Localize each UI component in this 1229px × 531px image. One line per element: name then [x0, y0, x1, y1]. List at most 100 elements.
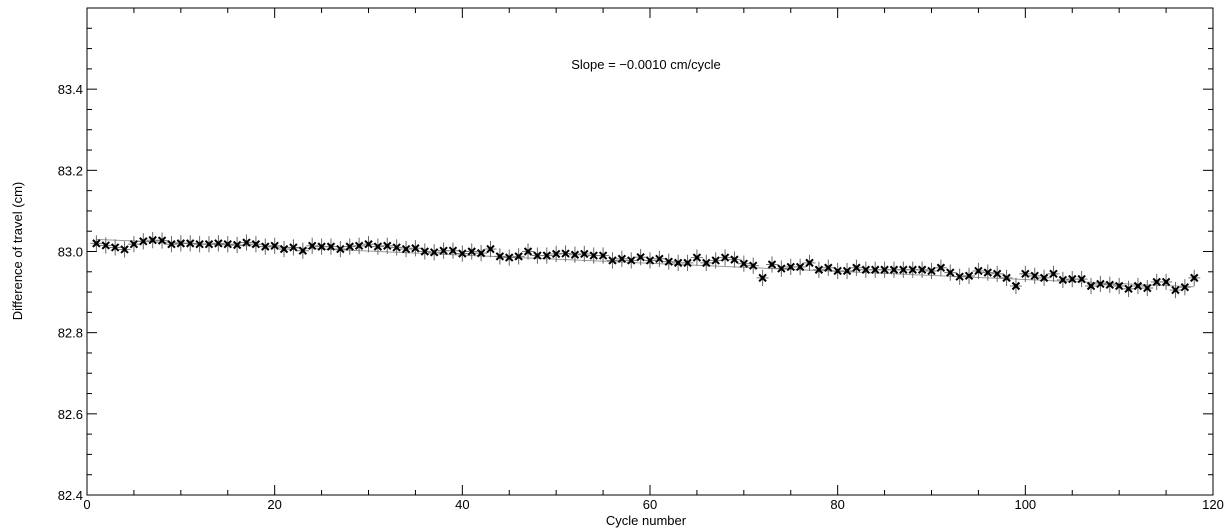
point-center [601, 253, 605, 258]
point-center [882, 267, 887, 272]
data-point [484, 240, 497, 258]
data-point [981, 264, 994, 281]
point-center [1126, 287, 1131, 291]
data-point [1038, 269, 1051, 286]
data-point [512, 248, 525, 265]
data-point [540, 247, 553, 264]
point-center [920, 267, 924, 272]
data-point [1056, 271, 1069, 289]
slope-annotation: Slope = −0.0010 cm/cycle [571, 57, 721, 72]
data-point [1094, 275, 1107, 293]
data-point [1019, 265, 1032, 282]
point-center [507, 255, 512, 260]
data-point [719, 249, 732, 266]
data-point [615, 250, 628, 267]
data-point [578, 245, 591, 263]
point-center [1023, 272, 1028, 276]
data-point [249, 236, 262, 253]
point-center [319, 244, 324, 249]
data-point [296, 242, 309, 259]
point-center [122, 247, 127, 252]
data-point [446, 242, 459, 259]
point-center [591, 253, 596, 258]
point-center [873, 267, 877, 272]
data-point [765, 256, 778, 273]
data-point [1075, 270, 1088, 288]
point-center [760, 276, 765, 280]
data-point [784, 258, 797, 276]
y-tick-label: 83.4 [58, 82, 83, 97]
x-tick-label: 0 [83, 497, 90, 512]
point-center [94, 241, 99, 246]
point-center [695, 255, 699, 260]
data-point [1047, 265, 1060, 282]
point-center [404, 247, 408, 251]
data-point [850, 259, 863, 276]
data-point [934, 259, 947, 276]
point-center [1042, 276, 1046, 280]
data-point [503, 249, 516, 266]
point-center [150, 238, 155, 242]
data-point [212, 235, 225, 252]
data-point [231, 236, 244, 254]
data-point [221, 236, 234, 253]
x-tick-label: 60 [643, 497, 657, 512]
point-center [798, 265, 802, 269]
point-center [451, 248, 455, 253]
point-center [864, 267, 868, 272]
x-tick-label: 80 [830, 497, 844, 512]
data-point [906, 261, 919, 278]
data-point [240, 234, 253, 251]
point-center [225, 242, 230, 246]
data-point [1122, 280, 1135, 297]
point-center [423, 249, 427, 254]
point-center [948, 270, 953, 275]
data-point [1113, 277, 1126, 295]
point-center [610, 258, 615, 263]
y-tick-label: 82.8 [58, 326, 83, 341]
data-point [1131, 277, 1144, 295]
data-point [597, 247, 610, 264]
point-center [826, 265, 831, 270]
data-point [409, 240, 422, 257]
point-center [976, 269, 981, 273]
point-center [1183, 285, 1187, 290]
point-center [939, 265, 943, 270]
point-center [357, 244, 361, 248]
point-center [1079, 277, 1084, 281]
point-center [244, 240, 249, 245]
point-center [845, 269, 849, 273]
data-point [681, 254, 694, 271]
point-center [526, 249, 530, 254]
point-center [179, 241, 183, 246]
data-point [428, 244, 441, 261]
point-center [1164, 280, 1168, 284]
data-point [400, 240, 413, 258]
data-point [127, 236, 140, 253]
data-point [1188, 269, 1201, 286]
point-center [413, 246, 418, 251]
data-point [878, 261, 891, 278]
data-point [1085, 277, 1098, 295]
data-point [202, 236, 215, 253]
point-center [742, 261, 746, 266]
y-tick-label: 83.2 [58, 163, 83, 178]
data-point [653, 250, 666, 267]
point-center [554, 252, 558, 256]
x-tick-label: 40 [455, 497, 469, 512]
data-point [118, 241, 131, 258]
data-point [371, 238, 384, 255]
point-center [188, 241, 193, 246]
data-point [991, 265, 1004, 282]
data-point [1103, 276, 1116, 293]
data-point [493, 248, 506, 265]
point-center [1136, 284, 1140, 288]
point-center [216, 241, 221, 246]
point-center [207, 242, 211, 246]
data-point [625, 252, 638, 269]
data-point [1169, 281, 1182, 299]
data-point [268, 237, 281, 254]
point-center [657, 257, 662, 261]
point-center [648, 258, 652, 263]
point-center [1061, 278, 1065, 282]
